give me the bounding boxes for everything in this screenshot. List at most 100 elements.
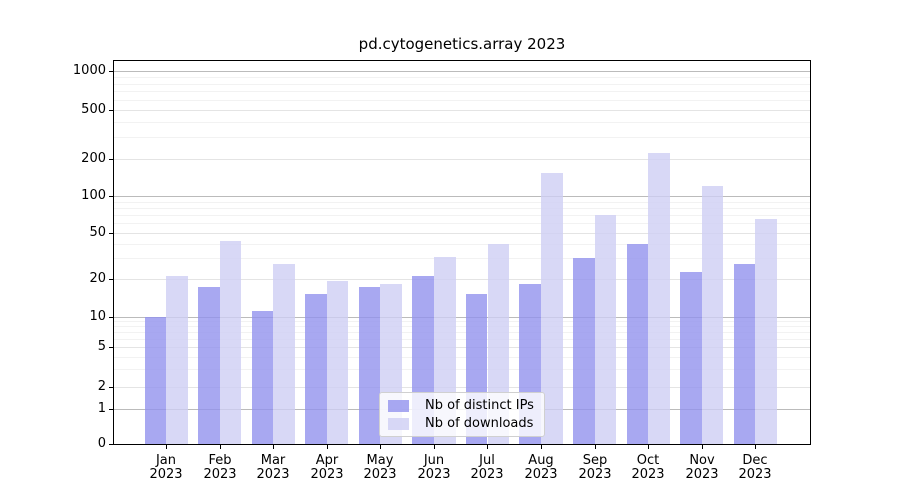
- plot-area: [113, 60, 811, 445]
- y-tick-mark: [109, 110, 113, 111]
- gridline-minor: [114, 91, 810, 92]
- x-tick-mark: [220, 445, 221, 449]
- y-tick-mark: [109, 387, 113, 388]
- x-tick-month: Jul: [479, 453, 495, 468]
- gridline-minor: [114, 122, 810, 123]
- gridline-minor: [114, 369, 810, 370]
- x-tick-year: 2023: [685, 467, 719, 482]
- x-tick-mark: [702, 445, 703, 449]
- gridline-minor: [114, 100, 810, 101]
- y-tick-label: 1: [97, 401, 106, 416]
- x-tick-label-jul: Jul 2023: [457, 454, 517, 482]
- x-tick-month: May: [366, 453, 394, 468]
- x-tick-year: 2023: [417, 467, 451, 482]
- x-tick-month: Mar: [260, 453, 286, 468]
- x-tick-label-dec: Dec 2023: [725, 454, 785, 482]
- x-tick-year: 2023: [363, 467, 397, 482]
- x-tick-month: Apr: [315, 453, 339, 468]
- x-tick-month: Dec: [742, 453, 768, 468]
- gridline-minor: [114, 208, 810, 209]
- legend-row: Nb of distinct IPs: [388, 398, 536, 413]
- x-tick-label-nov: Nov 2023: [672, 454, 732, 482]
- y-tick-mark: [109, 347, 113, 348]
- y-tick-mark: [109, 444, 113, 445]
- gridline-major: [114, 387, 810, 388]
- bar-distinct-ips-jan: [144, 316, 167, 444]
- y-tick-label: 10: [89, 309, 106, 324]
- x-tick-label-jun: Jun 2023: [404, 454, 464, 482]
- gridline-major: [114, 233, 810, 234]
- y-tick-mark: [109, 71, 113, 72]
- bar-distinct-ips-dec: [733, 263, 756, 444]
- x-tick-mark: [541, 445, 542, 449]
- x-tick-mark: [380, 445, 381, 449]
- legend-label-downloads: Nb of downloads: [425, 416, 534, 431]
- y-tick-mark: [109, 317, 113, 318]
- x-tick-mark: [487, 445, 488, 449]
- y-tick-label: 1000: [72, 63, 106, 78]
- gridline-minor: [114, 326, 810, 327]
- y-tick-mark: [109, 279, 113, 280]
- bar-distinct-ips-oct: [626, 244, 649, 444]
- gridline-minor: [114, 332, 810, 333]
- y-tick-mark: [109, 233, 113, 234]
- gridline-major: [114, 159, 810, 160]
- x-tick-label-feb: Feb 2023: [190, 454, 250, 482]
- x-tick-label-apr: Apr 2023: [297, 454, 357, 482]
- gridline-minor: [114, 258, 810, 259]
- x-tick-mark: [755, 445, 756, 449]
- y-tick-label: 200: [81, 151, 106, 166]
- gridline-minor: [114, 137, 810, 138]
- bar-distinct-ips-feb: [198, 287, 220, 444]
- x-tick-mark: [648, 445, 649, 449]
- plot-inner: [114, 61, 810, 444]
- x-tick-mark: [434, 445, 435, 449]
- gridline-minor: [114, 77, 810, 78]
- gridline-major-emphasized: [114, 196, 810, 197]
- x-tick-month: Nov: [689, 453, 715, 468]
- x-tick-month: Aug: [528, 453, 554, 468]
- legend-row: Nb of downloads: [388, 416, 536, 431]
- y-tick-label: 100: [81, 188, 106, 203]
- gridline-minor: [114, 202, 810, 203]
- bar-downloads-nov: [701, 186, 724, 444]
- bar-distinct-ips-apr: [305, 294, 327, 444]
- x-tick-year: 2023: [203, 467, 237, 482]
- x-tick-label-mar: Mar 2023: [243, 454, 303, 482]
- y-tick-label: 0: [97, 436, 106, 451]
- chart-title: pd.cytogenetics.array 2023: [358, 35, 566, 53]
- x-tick-month: Feb: [208, 453, 232, 468]
- y-tick-mark: [109, 196, 113, 197]
- gridline-minor: [114, 84, 810, 85]
- x-tick-label-oct: Oct 2023: [618, 454, 678, 482]
- x-tick-label-may: May 2023: [350, 454, 410, 482]
- bar-downloads-apr: [326, 281, 349, 444]
- x-tick-label-aug: Aug 2023: [511, 454, 571, 482]
- gridline-minor: [114, 223, 810, 224]
- bar-distinct-ips-mar: [251, 311, 274, 444]
- gridline-major-emphasized: [114, 317, 810, 318]
- gridline-minor: [114, 215, 810, 216]
- gridline-major: [114, 347, 810, 348]
- x-tick-year: 2023: [256, 467, 290, 482]
- y-tick-label: 20: [89, 271, 106, 286]
- bar-distinct-ips-sep: [573, 258, 595, 444]
- bar-downloads-dec: [755, 219, 777, 444]
- gridline-minor: [114, 244, 810, 245]
- bar-downloads-sep: [594, 215, 617, 444]
- x-tick-mark: [166, 445, 167, 449]
- x-tick-year: 2023: [524, 467, 558, 482]
- gridline-major: [114, 279, 810, 280]
- x-tick-month: Sep: [582, 453, 608, 468]
- y-tick-label: 2: [97, 379, 106, 394]
- bar-distinct-ips-may: [358, 287, 381, 444]
- x-tick-mark: [273, 445, 274, 449]
- x-tick-mark: [327, 445, 328, 449]
- bar-downloads-feb: [219, 240, 242, 444]
- legend: Nb of distinct IPs Nb of downloads: [379, 392, 545, 437]
- x-tick-year: 2023: [631, 467, 665, 482]
- gridline-minor: [114, 339, 810, 340]
- legend-swatch-distinct-ips: [388, 399, 409, 412]
- x-tick-month: Jun: [423, 453, 445, 468]
- x-tick-label-sep: Sep 2023: [565, 454, 625, 482]
